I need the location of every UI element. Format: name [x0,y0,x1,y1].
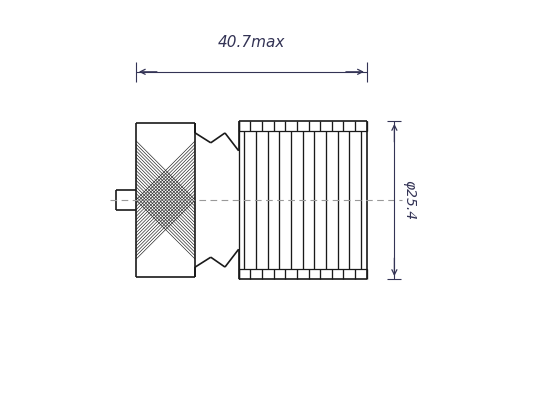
Text: φ25.4: φ25.4 [402,180,416,220]
Text: 40.7max: 40.7max [218,35,285,50]
